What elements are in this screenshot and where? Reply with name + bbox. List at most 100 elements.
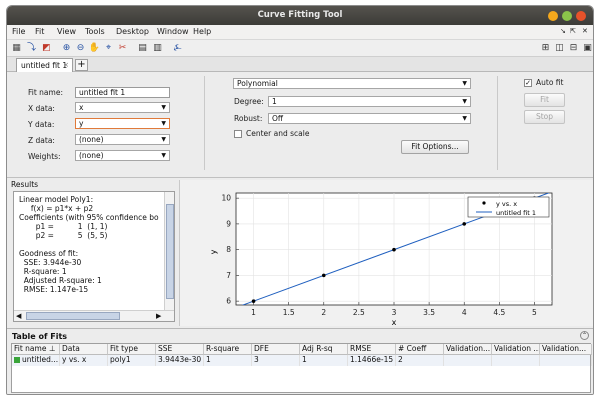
column-header[interactable]: Validation... (444, 344, 492, 355)
degree-label: Degree: (234, 97, 264, 106)
results-horizontal-scrollbar[interactable]: ◀ ▶ (14, 310, 174, 321)
table-cell[interactable] (540, 355, 592, 366)
table-cell[interactable]: untitled... (12, 355, 60, 366)
table-cell[interactable] (492, 355, 540, 366)
pan-icon[interactable]: ✋ (88, 43, 101, 53)
z-data-select[interactable]: (none) ▼ (75, 134, 170, 145)
auto-fit-checkbox[interactable]: ✓ (524, 79, 532, 87)
plot-color-icon[interactable]: ◩ (42, 43, 51, 53)
column-header[interactable]: # Coeff (396, 344, 444, 355)
legend-icon[interactable]: ▤ (138, 43, 147, 53)
scroll-thumb[interactable] (26, 312, 120, 320)
undock-icon[interactable]: ⇱ (570, 27, 576, 35)
table-row[interactable] (12, 355, 590, 366)
fit-settings-panel: Fit name: untitled fit 1 X data: x ▼ Y da… (7, 72, 593, 178)
center-scale-checkbox[interactable] (234, 130, 242, 138)
dock-arrow-icon[interactable]: ↘ (560, 27, 566, 35)
exclude-icon[interactable]: ✂ (118, 43, 127, 53)
y-tick-label: 8 (226, 245, 231, 254)
y-axis-label: y (209, 249, 218, 254)
maximize-button[interactable] (562, 11, 572, 21)
results-vertical-scrollbar[interactable] (164, 192, 174, 311)
results-text-area[interactable]: Linear model Poly1: f(x) = p1*x + p2 Coe… (13, 191, 175, 322)
fit-type-select[interactable]: Polynomial ▼ (233, 78, 471, 89)
stop-button[interactable]: Stop (524, 110, 565, 124)
scroll-right-icon[interactable]: ▶ (156, 312, 162, 320)
fit-options-button[interactable]: Fit Options... (401, 140, 469, 154)
column-header[interactable]: DFE (252, 344, 300, 355)
data-cursor-icon[interactable]: ⌖ (105, 43, 112, 53)
grid-icon[interactable]: ▥ (153, 43, 162, 53)
table-cell[interactable]: 3.9443e-30 (156, 355, 204, 366)
menu-file[interactable]: File (12, 27, 26, 36)
fit-status-icon (14, 357, 20, 363)
add-tab-button[interactable]: + (75, 59, 88, 71)
table-of-fits-title: Table of Fits (12, 332, 68, 341)
column-header[interactable]: Fit type (108, 344, 156, 355)
center-scale-label: Center and scale (246, 129, 310, 138)
table-of-fits-panel: Table of Fits ⌃ Fit name ⊥ Data Fit type SS… (7, 328, 593, 394)
chevron-down-icon: ▼ (161, 136, 166, 143)
menu-view[interactable]: View (57, 27, 76, 36)
column-header[interactable]: Data (60, 344, 108, 355)
collapse-icon[interactable]: ⌃ (580, 331, 589, 340)
layout-2-icon[interactable]: ◫ (555, 43, 564, 53)
results-line: p1 = 1 (1, 1) (19, 222, 108, 231)
layout-1-icon[interactable]: ⊞ (541, 43, 550, 53)
fits-table[interactable]: Fit name ⊥ Data Fit type SSE R-square DFE Adj … (11, 343, 592, 393)
zoom-out-icon[interactable]: ⊖ (76, 43, 85, 53)
column-header[interactable]: SSE (156, 344, 204, 355)
data-icon[interactable]: ⤵ (26, 43, 36, 53)
table-cell[interactable]: 3 (252, 355, 300, 366)
scroll-thumb[interactable] (166, 204, 174, 299)
column-header[interactable]: Adj R-sq (300, 344, 348, 355)
layout-4-icon[interactable]: ▣ (583, 43, 592, 53)
table-cell[interactable]: 2 (396, 355, 444, 366)
scroll-left-icon[interactable]: ◀ (16, 312, 22, 320)
y-data-label: Y data: (28, 120, 55, 129)
table-cell[interactable]: poly1 (108, 355, 156, 366)
weights-select[interactable]: (none) ▼ (75, 150, 170, 161)
chevron-down-icon: ▼ (462, 98, 467, 105)
table-cell[interactable]: y vs. x (60, 355, 108, 366)
tab-close-icon[interactable]: × (63, 61, 69, 69)
tab-label: untitled fit 1 (21, 61, 68, 70)
degree-select[interactable]: 1 ▼ (268, 96, 471, 107)
table-cell[interactable] (444, 355, 492, 366)
column-header[interactable]: Validation ... (492, 344, 540, 355)
divider (497, 76, 498, 170)
robust-select[interactable]: Off ▼ (268, 113, 471, 124)
menu-help[interactable]: Help (193, 27, 212, 36)
tab-untitled-fit-1[interactable]: untitled fit 1 × (16, 58, 73, 72)
x-tick-label: 2 (321, 308, 326, 317)
menu-window[interactable]: Window (157, 27, 189, 36)
column-header[interactable]: R-square (204, 344, 252, 355)
y-data-select[interactable]: y ▼ (75, 118, 170, 129)
fit-name-label: Fit name: (28, 88, 63, 97)
x-tick-label: 5 (532, 308, 537, 317)
menu-desktop[interactable]: Desktop (116, 27, 149, 36)
layout-3-icon[interactable]: ⊟ (569, 43, 578, 53)
fit-button[interactable]: Fit (524, 93, 565, 107)
auto-fit-label: Auto fit (536, 78, 564, 87)
table-cell[interactable]: 1 (300, 355, 348, 366)
table-cell[interactable]: 1.1466e-15 (348, 355, 396, 366)
x-data-select[interactable]: x ▼ (75, 102, 170, 113)
data-point (462, 222, 467, 226)
column-header[interactable]: Validation... (540, 344, 592, 355)
grid-view-icon[interactable]: ▦ (12, 43, 21, 53)
menu-tools[interactable]: Tools (85, 27, 105, 36)
column-header[interactable]: RMSE (348, 344, 396, 355)
table-cell[interactable]: 1 (204, 355, 252, 366)
fit-chart[interactable]: 1 1.5 2 2.5 3 3.5 4 4.5 5 6 7 8 9 10 x y y vs. x unti… (180, 180, 594, 327)
menu-fit[interactable]: Fit (35, 27, 45, 36)
zoom-in-icon[interactable]: ⊕ (62, 43, 71, 53)
fit-name-input[interactable]: untitled fit 1 (75, 87, 170, 98)
legend[interactable]: y vs. x untitled fit 1 (467, 196, 550, 218)
minimize-button[interactable] (548, 11, 558, 21)
axes-limits-icon[interactable]: ⍼ (173, 43, 182, 53)
column-header[interactable]: Fit name ⊥ (12, 344, 60, 355)
close-button[interactable] (576, 11, 586, 21)
robust-label: Robust: (234, 114, 263, 123)
close-doc-icon[interactable]: ✕ (582, 27, 588, 35)
